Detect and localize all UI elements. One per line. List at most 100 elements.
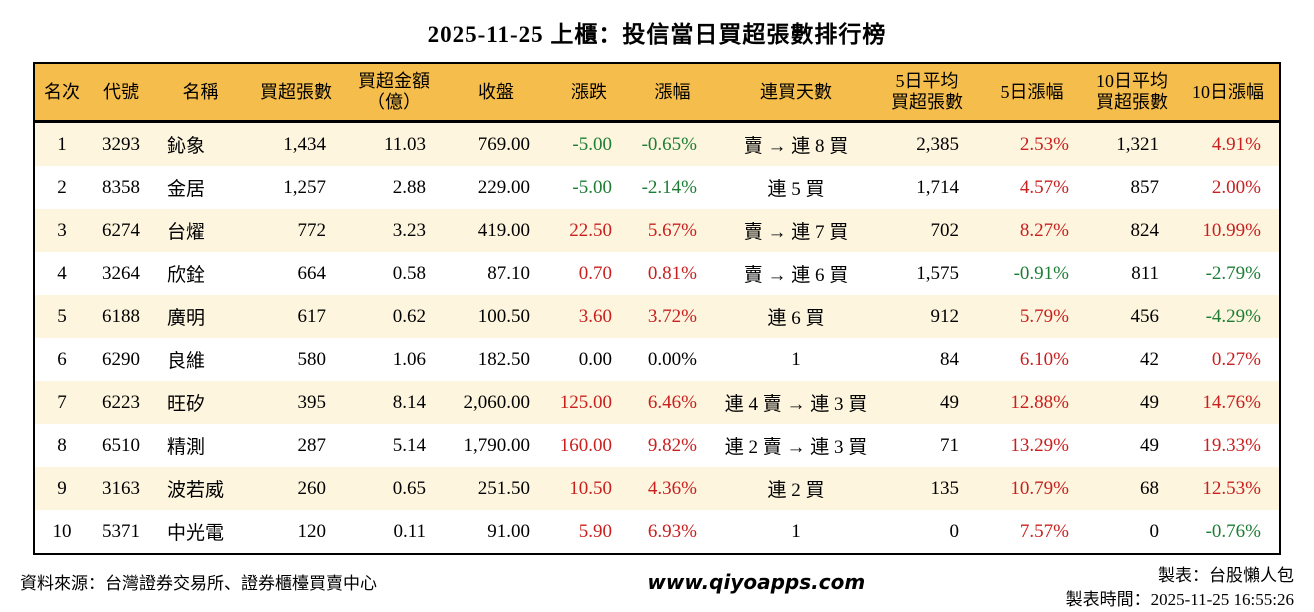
cell-change: 10.50 [569,477,612,499]
cell-net_buy: 120 [297,520,327,542]
cell-name: 鈊象 [167,136,206,157]
cell-rank: 6 [57,348,67,370]
cell-code: 6290 [102,348,140,370]
cell-name: 廣明 [167,308,206,329]
cell-avg10: 0 [1149,520,1160,542]
cell-change: 5.90 [578,520,612,542]
col-header-pct10: 10日漲幅 [1177,64,1279,123]
cell-close: 251.50 [477,477,530,499]
cell-pct5: 10.79% [1010,477,1069,499]
cell-code: 8358 [102,176,140,198]
cell-avg5: 912 [930,305,960,327]
table-body: 1 3293 鈊象 1,434 11.03 769.00 -5.00 -0.65% 賣 → 連 … [35,121,1279,553]
cell-avg5: 0 [949,520,960,542]
cell-pct5: 7.57% [1019,520,1069,542]
table-row: 5 6188 廣明 617 0.62 100.50 3.60 3.72% 連 6 買 912 5.7… [35,295,1279,338]
cell-pct10: 14.76% [1202,391,1261,413]
cell-amount: 3.23 [392,219,426,241]
cell-avg5: 49 [940,391,959,413]
cell-rank: 3 [57,219,67,241]
cell-avg10: 42 [1140,348,1159,370]
col-header-name: 名稱 [153,64,248,123]
cell-avg5: 2,385 [916,133,959,155]
cell-rank: 2 [57,176,67,198]
cell-change_pct: -2.14% [641,176,697,198]
cell-avg10: 1,321 [1116,133,1159,155]
cell-avg10: 811 [1131,262,1159,284]
cell-change_pct: 6.93% [647,520,697,542]
cell-change: 0.00 [578,348,612,370]
cell-name: 欣銓 [167,265,206,286]
cell-net_buy: 580 [297,348,327,370]
cell-streak: 1 [791,520,801,542]
cell-avg5: 1,714 [916,176,959,198]
col-header-avg10: 10日平均 買超張數 [1087,64,1177,123]
cell-rank: 4 [57,262,67,284]
cell-streak: 連 6 買 [767,308,825,329]
cell-avg10: 49 [1140,391,1159,413]
cell-amount: 0.11 [393,520,426,542]
cell-code: 3163 [102,477,140,499]
ranking-table: 名次 代號 名稱 買超張數 買超金額 （億） 收盤 漲跌 漲幅 連買天數 5日平均 買超張數 5日漲… [35,64,1279,553]
cell-close: 182.50 [477,348,530,370]
data-source-note: 資料來源：台灣證券交易所、證券櫃檯買賣中心 [20,574,377,593]
table-row: 6 6290 良維 580 1.06 182.50 0.00 0.00% 1 84 6.10% 42 0… [35,338,1279,381]
cell-amount: 0.65 [392,477,426,499]
cell-pct10: 19.33% [1202,434,1261,456]
cell-close: 2,060.00 [463,391,531,413]
cell-code: 6274 [102,219,140,241]
website-label: www.qiyoapps.com [647,570,866,594]
cell-avg5: 84 [940,348,959,370]
cell-name: 旺矽 [167,394,206,415]
cell-streak: 連 4 賣 → 連 3 買 [724,394,868,415]
cell-net_buy: 395 [297,391,327,413]
table-row: 10 5371 中光電 120 0.11 91.00 5.90 6.93% 1 0 7.57% 0 -0… [35,510,1279,553]
cell-pct10: -2.79% [1205,262,1261,284]
cell-pct10: 2.00% [1211,176,1261,198]
cell-change: -5.00 [572,133,612,155]
cell-rank: 9 [57,477,67,499]
cell-streak: 賣 → 連 7 買 [743,222,849,243]
col-header-code: 代號 [89,64,153,123]
cell-net_buy: 287 [297,434,327,456]
cell-pct10: -0.76% [1205,520,1261,542]
col-header-avg5: 5日平均 買超張數 [877,64,977,123]
cell-pct5: 4.57% [1019,176,1069,198]
table-row: 7 6223 旺矽 395 8.14 2,060.00 125.00 6.46% 連 4 賣 →… [35,381,1279,424]
cell-pct5: 6.10% [1019,348,1069,370]
cell-close: 769.00 [477,133,530,155]
cell-name: 中光電 [167,523,225,544]
cell-amount: 2.88 [392,176,426,198]
cell-rank: 10 [52,520,72,542]
cell-avg5: 702 [930,219,960,241]
cell-streak: 賣 → 連 6 買 [743,265,849,286]
cell-rank: 1 [57,133,67,155]
cell-code: 6188 [102,305,140,327]
cell-amount: 0.58 [392,262,426,284]
cell-code: 3264 [102,262,140,284]
cell-pct5: 5.79% [1019,305,1069,327]
cell-code: 6223 [102,391,140,413]
cell-streak: 連 2 買 [767,480,825,501]
cell-amount: 0.62 [392,305,426,327]
cell-streak: 賣 → 連 8 買 [743,136,849,157]
cell-pct10: 10.99% [1202,219,1261,241]
cell-net_buy: 1,257 [283,176,326,198]
cell-change: 3.60 [578,305,612,327]
cell-change: 0.70 [578,262,612,284]
cell-change_pct: -0.65% [641,133,697,155]
credit-block: 製表：台股懶人包 製表時間：2025-11-25 16:55:26 [1066,564,1294,612]
cell-pct5: 13.29% [1010,434,1069,456]
cell-net_buy: 617 [297,305,327,327]
maker-label: 製表：台股懶人包 [1158,566,1294,585]
table-row: 8 6510 精測 287 5.14 1,790.00 160.00 9.82% 連 2 賣 →… [35,424,1279,467]
cell-name: 波若威 [167,480,225,501]
cell-code: 5371 [102,520,140,542]
cell-change_pct: 5.67% [647,219,697,241]
col-header-rank: 名次 [35,64,89,123]
cell-name: 精測 [167,437,206,458]
col-header-close: 收盤 [444,64,548,123]
cell-change_pct: 0.81% [647,262,697,284]
cell-close: 1,790.00 [463,434,531,456]
cell-streak: 1 [791,348,801,370]
